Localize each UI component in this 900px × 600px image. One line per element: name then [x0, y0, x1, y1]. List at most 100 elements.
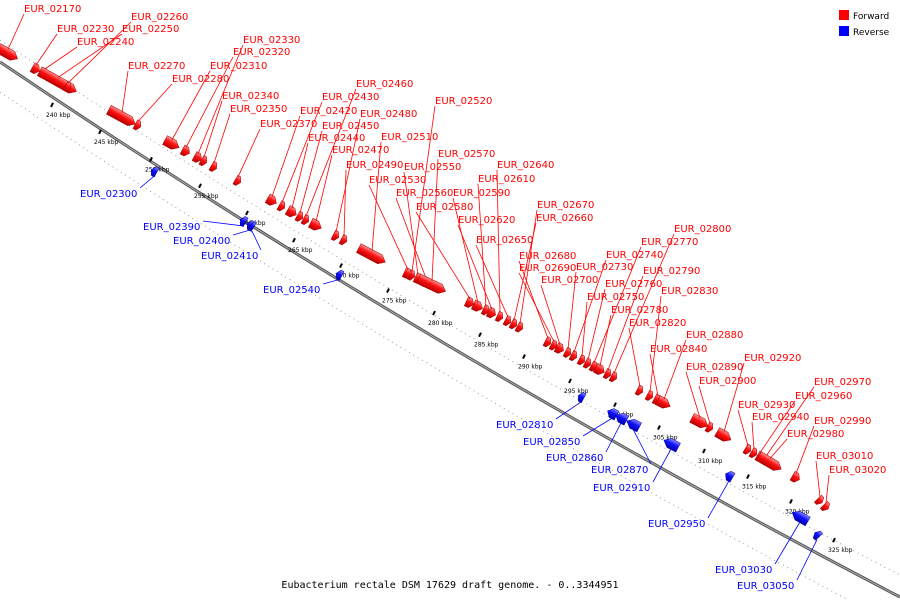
forward-gene-label[interactable]: EUR_02990	[814, 416, 871, 427]
forward-gene[interactable]: EUR_02920	[714, 353, 802, 444]
forward-gene-arrow[interactable]	[548, 339, 559, 352]
forward-gene[interactable]: EUR_02890	[685, 362, 743, 431]
forward-gene-arrow[interactable]	[338, 234, 349, 246]
forward-gene-arrow[interactable]	[132, 119, 143, 132]
reverse-gene-label[interactable]: EUR_02390	[143, 222, 200, 233]
forward-gene[interactable]: EUR_02230	[29, 24, 114, 75]
forward-gene[interactable]: EUR_02750	[576, 292, 644, 366]
reverse-gene[interactable]: EUR_02950	[648, 469, 736, 530]
forward-gene-label[interactable]: EUR_02510	[381, 132, 438, 143]
forward-gene-arrow[interactable]	[232, 174, 243, 187]
reverse-gene-label[interactable]: EUR_02870	[591, 465, 648, 476]
reverse-gene[interactable]: EUR_03050	[737, 529, 824, 592]
forward-gene-arrow[interactable]	[463, 296, 475, 309]
forward-gene[interactable]: EUR_02370	[232, 119, 318, 187]
forward-gene[interactable]: EUR_03020	[819, 465, 886, 513]
forward-gene-label[interactable]: EUR_02590	[453, 188, 510, 199]
forward-gene-arrow[interactable]	[514, 321, 525, 334]
forward-gene[interactable]: EUR_02980	[755, 429, 844, 473]
forward-gene[interactable]: EUR_02990	[789, 416, 871, 484]
reverse-gene-label[interactable]: EUR_02810	[496, 420, 553, 431]
reverse-gene-arrow[interactable]	[334, 269, 345, 281]
forward-gene[interactable]: EUR_02480	[330, 109, 417, 242]
forward-gene[interactable]: EUR_02640	[494, 160, 554, 323]
forward-gene-label[interactable]: EUR_02890	[686, 362, 743, 373]
reverse-gene-label[interactable]: EUR_03050	[737, 581, 794, 592]
forward-gene-arrow[interactable]	[813, 494, 825, 506]
forward-gene-arrow[interactable]	[592, 362, 607, 377]
reverse-gene-arrow[interactable]	[613, 411, 629, 426]
forward-gene[interactable]: EUR_02530	[368, 175, 426, 280]
reverse-gene-arrow[interactable]	[790, 508, 811, 527]
forward-gene[interactable]: EUR_02330	[191, 35, 300, 165]
reverse-gene-label[interactable]: EUR_02950	[648, 519, 705, 530]
forward-gene-label[interactable]: EUR_02620	[458, 215, 515, 226]
reverse-gene[interactable]: EUR_02300	[80, 165, 160, 200]
forward-gene-label[interactable]: EUR_02750	[587, 292, 644, 303]
forward-gene[interactable]: EUR_02790	[602, 266, 700, 380]
forward-gene-arrow[interactable]	[553, 342, 566, 356]
forward-gene-label[interactable]: EUR_02880	[686, 330, 743, 341]
forward-gene[interactable]: EUR_02800	[608, 224, 731, 383]
forward-gene-label[interactable]: EUR_02470	[332, 145, 389, 156]
reverse-gene[interactable]: EUR_02850	[523, 406, 620, 448]
forward-gene-arrow[interactable]	[415, 273, 447, 296]
forward-gene-arrow[interactable]	[819, 501, 831, 512]
forward-gene-arrow[interactable]	[284, 205, 299, 220]
reverse-gene[interactable]: EUR_02870	[591, 416, 652, 476]
forward-gene-label[interactable]: EUR_02680	[519, 251, 576, 262]
forward-gene-arrow[interactable]	[356, 243, 387, 267]
reverse-gene-arrow[interactable]	[662, 436, 681, 453]
forward-gene-label[interactable]: EUR_02660	[536, 213, 593, 224]
forward-gene-label[interactable]: EUR_02450	[322, 121, 379, 132]
forward-gene-arrow[interactable]	[748, 447, 759, 459]
forward-gene-arrow[interactable]	[562, 346, 573, 359]
forward-gene-arrow[interactable]	[294, 210, 305, 223]
forward-gene[interactable]: EUR_02740	[568, 250, 663, 362]
forward-gene[interactable]: EUR_02680	[518, 251, 576, 349]
forward-gene[interactable]: EUR_02700	[540, 275, 598, 356]
forward-gene[interactable]: EUR_02430	[276, 92, 380, 213]
forward-gene-arrow[interactable]	[655, 395, 672, 411]
forward-gene-label[interactable]: EUR_02280	[172, 74, 229, 85]
forward-gene-label[interactable]: EUR_02650	[476, 235, 533, 246]
forward-gene[interactable]: EUR_02780	[592, 305, 668, 377]
forward-gene-arrow[interactable]	[276, 200, 287, 213]
forward-gene[interactable]: EUR_02900	[698, 376, 756, 434]
forward-gene-label[interactable]: EUR_02340	[222, 91, 279, 102]
reverse-gene[interactable]: EUR_02860	[546, 411, 629, 464]
forward-gene-label[interactable]: EUR_02780	[611, 305, 668, 316]
forward-gene-arrow[interactable]	[704, 421, 715, 434]
forward-gene-arrow[interactable]	[568, 350, 579, 362]
forward-gene-arrow[interactable]	[602, 368, 613, 380]
forward-gene[interactable]: EUR_02670	[514, 200, 594, 334]
reverse-gene-arrow[interactable]	[238, 215, 249, 228]
forward-gene-arrow[interactable]	[508, 318, 519, 331]
forward-gene[interactable]: EUR_02460	[300, 79, 413, 226]
forward-gene-label[interactable]: EUR_02640	[497, 160, 554, 171]
forward-gene-arrow[interactable]	[191, 151, 204, 165]
forward-gene-arrow[interactable]	[542, 336, 553, 349]
forward-gene-label[interactable]: EUR_02330	[243, 35, 300, 46]
forward-gene-label[interactable]: EUR_02760	[605, 279, 662, 290]
reverse-gene-arrow[interactable]	[149, 165, 160, 178]
forward-gene-arrow[interactable]	[634, 384, 645, 397]
forward-gene-arrow[interactable]	[480, 304, 491, 317]
forward-gene[interactable]: EUR_02760	[582, 279, 662, 369]
forward-gene-arrow[interactable]	[485, 306, 497, 319]
forward-gene[interactable]: EUR_02650	[475, 235, 533, 327]
forward-gene[interactable]: EUR_03010	[813, 451, 873, 506]
forward-gene-arrow[interactable]	[106, 105, 137, 128]
reverse-gene-arrow[interactable]	[723, 469, 736, 483]
reverse-gene[interactable]: EUR_02910	[593, 436, 681, 494]
reverse-gene[interactable]: EUR_02810	[496, 391, 587, 431]
reverse-gene-label[interactable]: EUR_02300	[80, 189, 137, 200]
reverse-gene[interactable]: EUR_02410	[201, 221, 262, 262]
forward-gene-arrow[interactable]	[502, 315, 513, 327]
reverse-gene-arrow[interactable]	[248, 221, 257, 232]
forward-gene-arrow[interactable]	[198, 155, 209, 167]
forward-gene[interactable]: EUR_02280	[132, 74, 229, 132]
forward-gene-arrow[interactable]	[471, 299, 484, 313]
forward-gene-label[interactable]: EUR_02920	[744, 353, 801, 364]
reverse-gene-label[interactable]: EUR_02400	[173, 236, 230, 247]
